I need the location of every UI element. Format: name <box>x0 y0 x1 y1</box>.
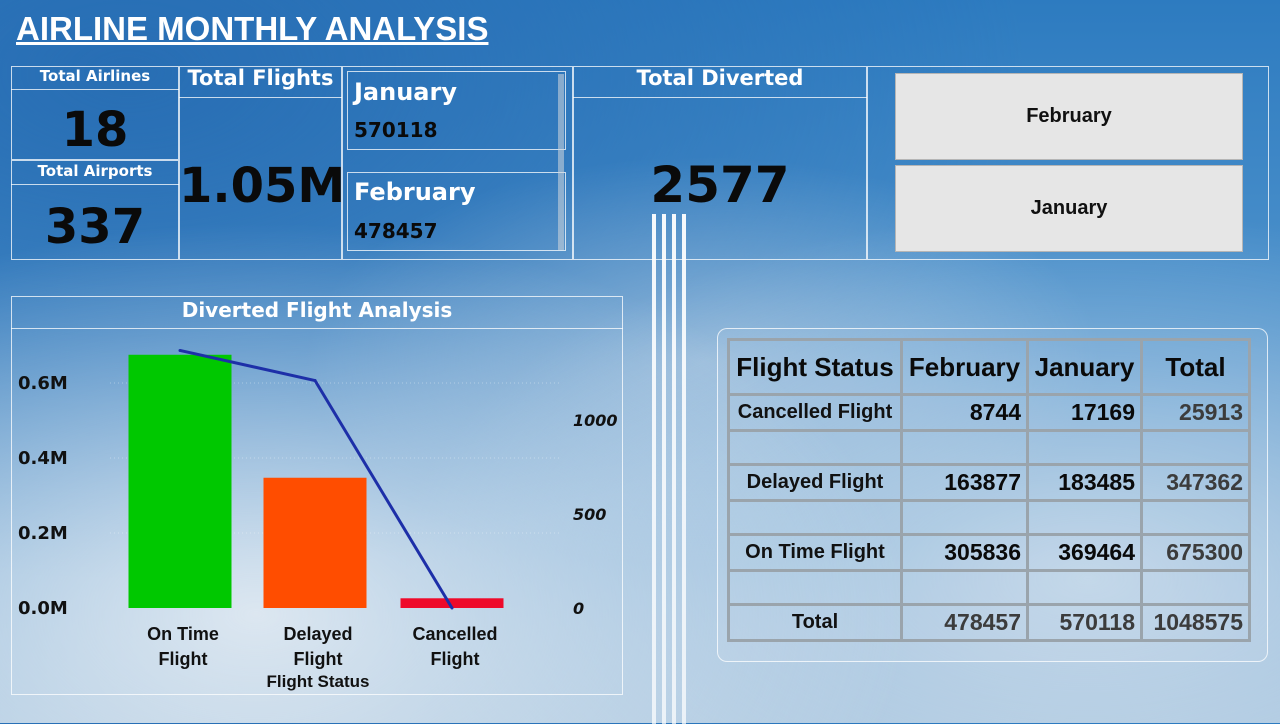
line-point <box>178 348 182 352</box>
y-right-tick-label: 0 <box>573 599 584 618</box>
cell-jan: 183485 <box>1026 463 1143 502</box>
flight-status-matrix: Flight Status February January Total Can… <box>727 338 1251 642</box>
contrail-decoration <box>672 214 676 724</box>
month-card-january[interactable] <box>347 71 566 150</box>
card-divider <box>11 328 623 329</box>
monthly-flights-card <box>342 66 573 260</box>
table-row-spacer <box>727 569 1251 606</box>
month-slicer <box>867 66 1269 260</box>
flights-card <box>179 66 342 260</box>
x-tick-label: Delayed <box>283 624 352 644</box>
contrail-decoration <box>682 214 686 724</box>
diverted-label: Total Diverted <box>636 66 804 90</box>
table-row: Cancelled Flight 8744 17169 25913 <box>727 393 1251 432</box>
x-tick-label: Flight <box>159 649 208 669</box>
row-label: On Time Flight <box>727 533 903 572</box>
y-right-tick-label: 1000 <box>573 411 618 430</box>
row-label: Cancelled Flight <box>727 393 903 432</box>
line-point <box>313 379 317 383</box>
airports-value: 337 <box>44 199 146 255</box>
airports-card <box>11 160 179 260</box>
x-tick-label: Cancelled <box>412 624 497 644</box>
flights-label: Total Flights <box>187 66 334 90</box>
chart-title: Diverted Flight Analysis <box>181 298 453 322</box>
cell-total: 675300 <box>1140 533 1251 572</box>
airports-label: Total Airports <box>37 162 153 180</box>
card-divider <box>11 89 179 90</box>
cell-total: 347362 <box>1140 463 1251 502</box>
row-label: Delayed Flight <box>727 463 903 502</box>
table-row: Delayed Flight 163877 183485 347362 <box>727 463 1251 502</box>
total-grand: 1048575 <box>1140 603 1251 642</box>
table-row-spacer <box>727 429 1251 466</box>
matrix-header: January <box>1026 338 1143 396</box>
cell-feb: 305836 <box>900 533 1029 572</box>
card-divider <box>11 184 179 185</box>
airlines-card <box>11 66 179 160</box>
matrix-header: February <box>900 338 1029 396</box>
x-tick-label: Flight <box>431 649 480 669</box>
card-divider <box>179 97 342 98</box>
bar <box>263 477 367 608</box>
total-feb: 478457 <box>900 603 1029 642</box>
x-tick-label: On Time <box>147 624 219 644</box>
table-row-spacer <box>727 499 1251 536</box>
total-label: Total <box>727 603 903 642</box>
y-left-tick-label: 0.6M <box>18 373 68 394</box>
month-value-january: 570118 <box>354 118 438 142</box>
x-tick-label: Flight <box>294 649 343 669</box>
airlines-label: Total Airlines <box>39 67 151 85</box>
month-value-february: 478457 <box>354 219 438 243</box>
cell-jan: 17169 <box>1026 393 1143 432</box>
bar <box>400 598 504 608</box>
cell-jan: 369464 <box>1026 533 1143 572</box>
diverted-value: 2577 <box>650 156 790 214</box>
month-card-february[interactable] <box>347 172 566 251</box>
table-row: On Time Flight 305836 369464 675300 <box>727 533 1251 572</box>
month-name-february: February <box>354 178 476 206</box>
x-axis-label: Flight Status <box>267 672 370 691</box>
cell-feb: 163877 <box>900 463 1029 502</box>
slicer-button-january[interactable]: January <box>895 165 1243 252</box>
matrix-header: Flight Status <box>727 338 903 396</box>
y-left-tick-label: 0.2M <box>18 523 68 544</box>
airlines-value: 18 <box>61 102 129 158</box>
matrix-header: Total <box>1140 338 1251 396</box>
cell-feb: 8744 <box>900 393 1029 432</box>
month-name-january: January <box>354 78 457 106</box>
flights-value: 1.05M <box>179 158 346 214</box>
scrollbar[interactable] <box>558 74 564 250</box>
diverted-card <box>573 66 867 260</box>
contrail-decoration <box>652 214 656 724</box>
table-total-row: Total 478457 570118 1048575 <box>727 603 1251 642</box>
y-left-tick-label: 0.0M <box>18 598 68 619</box>
y-right-tick-label: 500 <box>573 505 606 524</box>
cell-total: 25913 <box>1140 393 1251 432</box>
y-left-tick-label: 0.4M <box>18 448 68 469</box>
chart-panel <box>11 296 623 695</box>
line-point <box>450 606 454 610</box>
total-jan: 570118 <box>1026 603 1143 642</box>
page-title: AIRLINE MONTHLY ANALYSIS <box>16 10 489 47</box>
contrail-decoration <box>662 214 666 724</box>
bar <box>128 354 232 608</box>
card-divider <box>573 97 867 98</box>
slicer-button-february[interactable]: February <box>895 73 1243 160</box>
